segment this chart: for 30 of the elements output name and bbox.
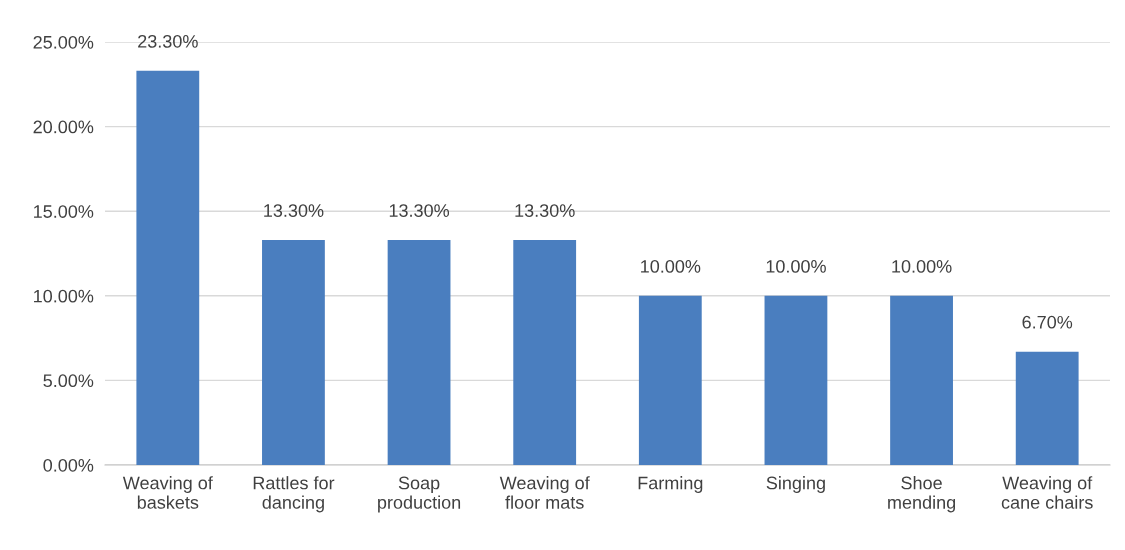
bar [764,295,828,465]
x-tick-label: Singing [766,476,825,493]
bar [387,239,451,465]
y-tick-label: 0.00% [43,458,94,472]
bar [262,239,325,465]
x-tick-label: Shoe mending [888,476,956,513]
y-tick-label: 15.00% [34,205,94,218]
data-label: 6.70% [1022,315,1073,329]
bar [1015,351,1079,465]
y-tick-label: 25.00% [33,35,94,49]
bar [890,295,953,465]
x-tick-label: Weaving of baskets [122,476,213,509]
data-label: 13.30% [389,204,450,217]
data-label: 10.00% [766,260,826,273]
bar [136,70,200,465]
y-tick-label: 5.00% [43,374,94,388]
x-tick-label: Weaving of floor mats [499,476,590,509]
bar [638,295,702,465]
data-label: 10.00% [641,260,701,273]
data-label: 13.30% [264,204,324,217]
x-tick-label: Rattles for dancing [253,476,335,513]
x-tick-label: Farming [638,476,703,493]
bar [513,239,577,465]
x-tick-label: Weaving of cane chairs [1001,476,1093,509]
y-tick-label: 20.00% [33,120,94,134]
y-tick-label: 10.00% [34,289,94,303]
data-label: 23.30% [138,34,198,48]
data-label: 10.00% [892,260,952,273]
x-tick-label: Soap production [378,476,461,513]
data-label: 13.30% [515,204,575,217]
